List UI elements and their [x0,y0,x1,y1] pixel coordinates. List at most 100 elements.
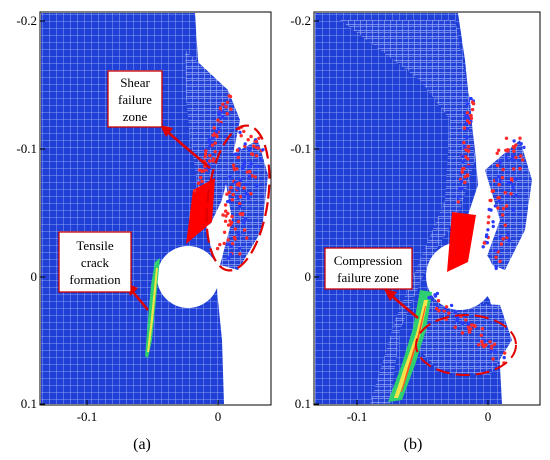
particle [199,175,203,180]
particle [238,212,242,216]
panel-b-disturbed-mesh [340,20,475,404]
particle [487,215,491,219]
particle [465,173,470,177]
particle [233,152,237,156]
particle [437,309,441,313]
particle [480,327,485,331]
particle [499,242,504,246]
particle [494,178,499,182]
particle [228,219,232,223]
particle [491,189,495,193]
particle [229,252,233,257]
particle [232,166,236,170]
particle [462,140,466,145]
particle [238,130,242,134]
particle [248,170,252,174]
particle [249,134,253,139]
particle [498,235,502,239]
particle [246,196,250,201]
particle [469,113,473,118]
particle [215,246,220,251]
particle [211,136,215,140]
particle [487,207,491,212]
particle [246,138,250,142]
particle [466,145,471,149]
particle [488,340,492,344]
particle [224,209,228,213]
panel-a-ytick-label: 0 [31,269,38,284]
particle [453,310,457,314]
particle [235,148,240,152]
particle [200,179,204,184]
particle [218,106,223,110]
particle [514,193,518,198]
particle [504,155,508,160]
particle [470,107,475,112]
particle [225,100,230,105]
particle [256,146,260,150]
particle [227,199,232,203]
particle [465,111,470,115]
particle [225,192,229,196]
particle [469,327,473,331]
panel-a-ytick-label: 0.1 [21,396,37,411]
panel-a-shear-arrow [162,127,211,169]
particle [210,143,215,147]
particle [510,177,514,181]
particle [518,167,522,171]
particle [230,198,235,202]
particle [460,154,465,158]
panel-a-tensile-label-box [58,231,132,293]
particle [509,192,513,196]
panel-b-compression-label-box [324,247,413,290]
particle [238,252,242,256]
particle [254,139,258,144]
particle [208,141,212,145]
panel-a-x-axis [86,400,219,405]
particle [460,321,465,325]
particle [485,233,489,237]
panel-b: Compression failure zone -0.2 -0.1 0 0.1… [290,11,541,453]
particle [460,170,464,174]
particle [466,325,471,329]
particle [501,213,505,217]
particle [486,221,490,225]
particle [218,242,222,247]
particle [511,167,516,171]
particle [519,154,523,158]
particle [237,246,242,250]
panel-b-ytick-label: 0 [305,269,312,284]
panel-a-frame [39,11,272,406]
panel-b-ytick-label: 0.1 [295,396,311,411]
panel-b-compression-label-line1: Compression [334,253,403,268]
particle [491,357,495,361]
particle [480,339,484,344]
particle [511,185,515,189]
panel-b-ytick-label: -0.2 [290,13,311,28]
particle [218,110,222,114]
particle [226,242,230,246]
particle [427,296,431,300]
particle [204,149,208,153]
particle [491,220,495,224]
particle [496,206,500,210]
particle [500,176,505,180]
particle [498,259,502,264]
particle [246,193,250,198]
particle [466,149,471,153]
particle [228,223,232,227]
panel-b-y-axis [314,20,319,405]
particle [224,105,228,109]
panel-a-caption: (a) [133,436,151,453]
particle [435,306,439,311]
panel-b-ytick-label: -0.1 [290,141,311,156]
particle [491,224,495,229]
particle [486,228,490,232]
particle [245,236,249,240]
particle [243,217,248,221]
particle [512,145,516,150]
particle [230,242,235,246]
particle [242,220,246,225]
particle [466,116,470,120]
particle [228,175,232,179]
